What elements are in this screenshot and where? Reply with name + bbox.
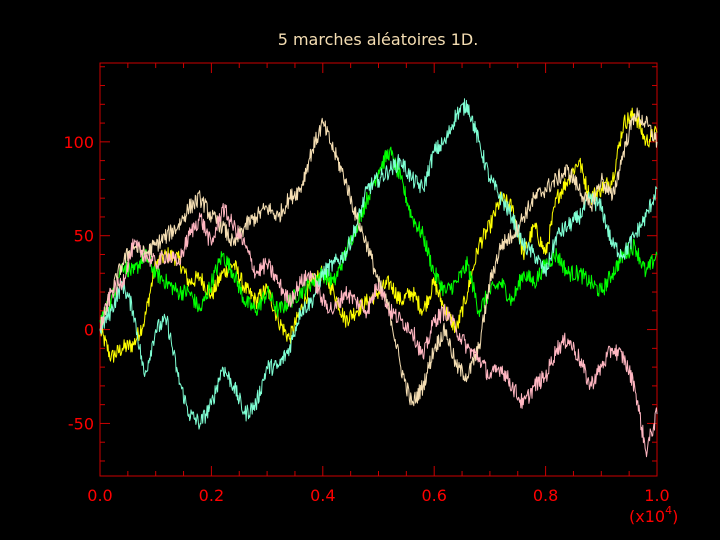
x-axis-multiplier: (x104) xyxy=(629,504,678,526)
x-tick-label: 0.4 xyxy=(310,486,335,505)
y-tick-label: 50 xyxy=(74,227,94,246)
x-multiplier-exponent: 4 xyxy=(665,504,672,517)
x-tick-label: 0.0 xyxy=(87,486,112,505)
x-tick-label: 0.6 xyxy=(421,486,446,505)
series-line-2 xyxy=(99,146,658,325)
plot-frame xyxy=(99,62,658,477)
series-line-3 xyxy=(99,98,658,430)
x-tick-label: 0.2 xyxy=(199,486,224,505)
y-tick-label: 100 xyxy=(63,133,94,152)
series-line-1 xyxy=(99,107,658,363)
axis-ticks: 0.0 0.2 0.4 0.6 0.8 1.0 -50 0 50 100 xyxy=(63,63,670,505)
x-multiplier-close: ) xyxy=(672,507,678,526)
x-multiplier-base: (x10 xyxy=(629,507,665,526)
x-tick-label: 0.8 xyxy=(533,486,558,505)
y-tick-label: -50 xyxy=(68,414,94,433)
series-group xyxy=(99,98,658,458)
chart-title: 5 marches aléatoires 1D. xyxy=(278,30,479,49)
series-line-5 xyxy=(99,203,658,458)
y-tick-label: 0 xyxy=(84,321,94,340)
x-tick-label: 1.0 xyxy=(644,486,669,505)
